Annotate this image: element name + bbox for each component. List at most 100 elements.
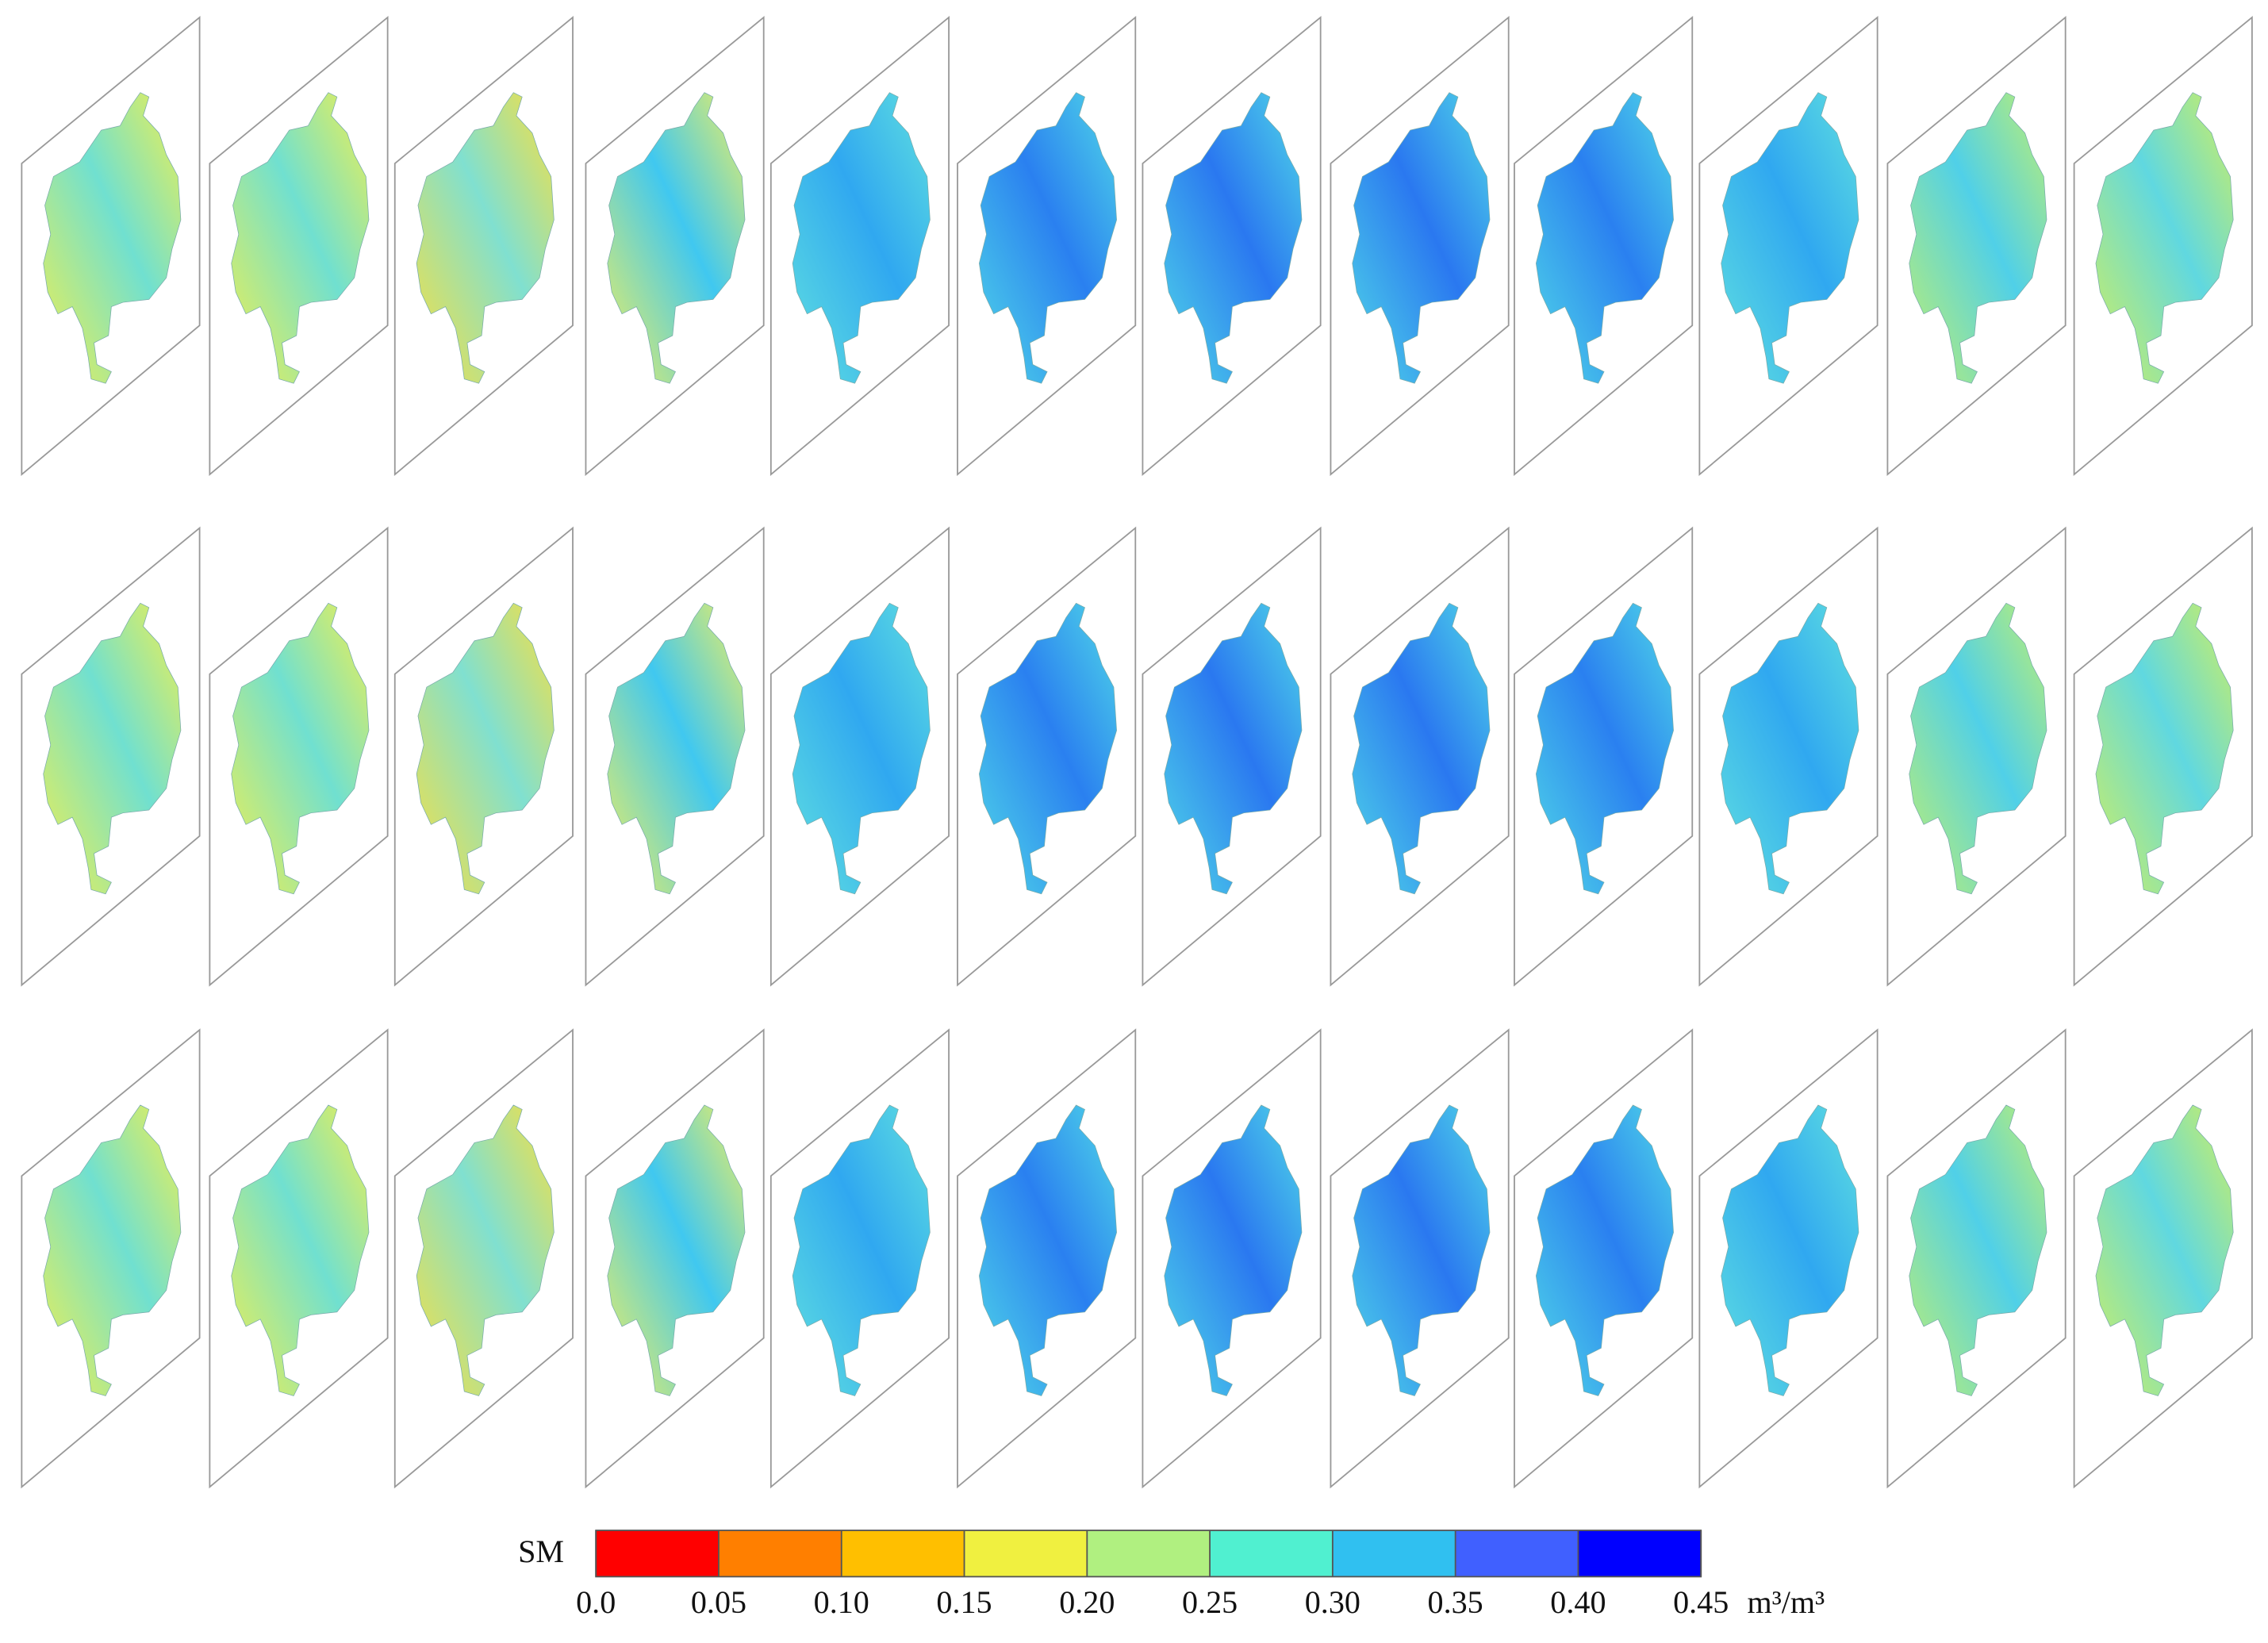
panel-frame xyxy=(1698,1028,1878,1489)
map-panel xyxy=(1330,15,1510,476)
map-region xyxy=(2095,92,2234,384)
panel-frame xyxy=(209,1028,389,1489)
panel-frame xyxy=(209,526,389,987)
map-panel xyxy=(209,15,389,476)
map-region xyxy=(1164,92,1303,384)
panel-frame xyxy=(1886,526,2067,987)
colorbar-segment xyxy=(596,1530,719,1577)
colorbar-segment xyxy=(1087,1530,1211,1577)
map-panel xyxy=(957,1028,1137,1489)
panel-frame xyxy=(21,15,201,476)
map-region xyxy=(1909,602,2047,895)
map-panel xyxy=(585,1028,765,1489)
colorbar-tick-label: 0.40 xyxy=(1550,1584,1606,1620)
map-panel xyxy=(1514,1028,1694,1489)
map-panel xyxy=(769,15,950,476)
panel-frame xyxy=(2073,526,2253,987)
map-region xyxy=(607,92,746,384)
panel-frame xyxy=(1330,1028,1510,1489)
panel-frame xyxy=(769,526,950,987)
map-region xyxy=(231,1104,370,1396)
panel-frame xyxy=(1698,15,1878,476)
map-panel xyxy=(1886,526,2067,987)
map-panel xyxy=(957,15,1137,476)
map-panel xyxy=(1142,15,1322,476)
colorbar-segment xyxy=(964,1530,1088,1577)
map-region xyxy=(1164,1104,1303,1396)
colorbar-tick-label: 0.10 xyxy=(814,1584,869,1620)
map-region xyxy=(1535,92,1674,384)
panel-frame xyxy=(1514,15,1694,476)
map-panel xyxy=(769,1028,950,1489)
map-region xyxy=(2095,1104,2234,1396)
panel-frame xyxy=(585,15,765,476)
figure-body: SM 0.0 0.05 0.10 0.15 0.20 0.25 0.30 0.35 0.40 0.… xyxy=(21,15,2253,1620)
map-panel xyxy=(1698,15,1878,476)
map-panels xyxy=(21,15,2253,1489)
map-region xyxy=(607,602,746,895)
panel-frame xyxy=(1330,526,1510,987)
map-region xyxy=(1721,92,1859,384)
map-region xyxy=(1352,1104,1491,1396)
map-panel xyxy=(957,526,1137,987)
colorbar-tick-label: 0.15 xyxy=(936,1584,992,1620)
map-panel xyxy=(585,15,765,476)
map-panel xyxy=(585,526,765,987)
panel-frame xyxy=(1330,15,1510,476)
map-region xyxy=(979,1104,1117,1396)
map-region xyxy=(1535,1104,1674,1396)
map-panel xyxy=(1514,526,1694,987)
map-panel xyxy=(209,1028,389,1489)
panel-frame xyxy=(957,526,1137,987)
map-region xyxy=(43,1104,182,1396)
map-region xyxy=(416,1104,555,1396)
panel-frame xyxy=(957,1028,1137,1489)
colorbar-tick-label: 0.35 xyxy=(1428,1584,1483,1620)
map-region xyxy=(416,602,555,895)
map-region xyxy=(231,602,370,895)
panel-frame xyxy=(957,15,1137,476)
map-panel xyxy=(1886,1028,2067,1489)
map-panel xyxy=(1514,15,1694,476)
panel-frame xyxy=(393,15,574,476)
colorbar-segment xyxy=(718,1530,842,1577)
panel-frame xyxy=(393,526,574,987)
colorbar-segment xyxy=(1455,1530,1579,1577)
map-region xyxy=(792,602,931,895)
panel-frame xyxy=(585,526,765,987)
panel-frame xyxy=(1142,15,1322,476)
colorbar-segment xyxy=(1210,1530,1333,1577)
colorbar-tick-label: 0.05 xyxy=(691,1584,746,1620)
map-region xyxy=(792,1104,931,1396)
colorbar-tick-label: 0.0 xyxy=(576,1584,616,1620)
map-panel xyxy=(2073,1028,2253,1489)
colorbar-unit: m³/m³ xyxy=(1748,1584,1825,1620)
map-region xyxy=(43,602,182,895)
panel-frame xyxy=(21,1028,201,1489)
map-region xyxy=(1352,602,1491,895)
map-region xyxy=(1909,92,2047,384)
map-region xyxy=(1909,1104,2047,1396)
map-panel xyxy=(1142,526,1322,987)
map-region xyxy=(1164,602,1303,895)
map-region xyxy=(2095,602,2234,895)
map-panel xyxy=(1330,1028,1510,1489)
colorbar-title: SM xyxy=(518,1534,564,1569)
panel-frame xyxy=(393,1028,574,1489)
panel-frame xyxy=(1142,1028,1322,1489)
map-panel xyxy=(1698,526,1878,987)
colorbar-tick-label: 0.25 xyxy=(1182,1584,1238,1620)
map-region xyxy=(979,92,1117,384)
panel-frame xyxy=(1886,15,2067,476)
colorbar-segment xyxy=(1332,1530,1456,1577)
map-region xyxy=(792,92,931,384)
map-panel xyxy=(21,1028,201,1489)
colorbar: SM 0.0 0.05 0.10 0.15 0.20 0.25 0.30 0.35 0.40 0.… xyxy=(518,1530,1825,1620)
map-panel xyxy=(209,526,389,987)
panel-frame xyxy=(2073,1028,2253,1489)
panel-frame xyxy=(1514,526,1694,987)
map-region xyxy=(43,92,182,384)
map-panel xyxy=(393,15,574,476)
panel-frame xyxy=(1514,1028,1694,1489)
